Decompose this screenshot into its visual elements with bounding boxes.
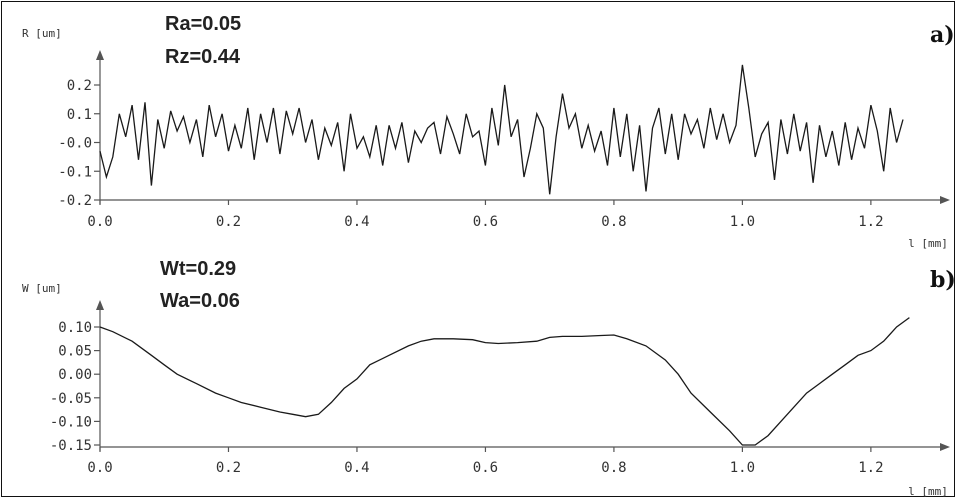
y-axis-arrow [96, 300, 104, 310]
x-tick-label: 0.0 [87, 460, 112, 476]
y-axis-label: W [um] [22, 282, 62, 295]
x-tick-label: 1.2 [858, 460, 883, 476]
x-tick-label: 0.0 [87, 214, 112, 230]
x-tick-label: 0.8 [601, 214, 626, 230]
x-axis-label: l [mm] [908, 485, 948, 498]
y-tick-label: 0.05 [58, 344, 92, 360]
y-tick-label: -0.2 [58, 193, 92, 209]
stat-annotation: Wa=0.06 [160, 290, 240, 312]
y-tick-label: 0.00 [58, 367, 92, 383]
y-tick-label: -0.1 [58, 164, 92, 180]
stat-annotation: Ra=0.05 [165, 13, 241, 35]
panel-label: a) [930, 22, 955, 48]
y-axis-label: R [um] [22, 27, 62, 40]
x-tick-label: 1.2 [858, 214, 883, 230]
series-line [99, 317, 910, 446]
stat-annotation: Wt=0.29 [160, 258, 236, 280]
x-tick-label: 0.2 [216, 460, 241, 476]
x-axis-arrow [940, 196, 950, 204]
x-tick-label: 0.2 [216, 214, 241, 230]
x-tick-label: 0.8 [601, 460, 626, 476]
y-tick-label: -0.05 [50, 391, 92, 407]
x-tick-label: 0.4 [344, 460, 369, 476]
y-tick-label: -0.10 [50, 414, 92, 430]
x-axis-arrow [940, 443, 950, 451]
y-tick-label: -0.0 [58, 136, 92, 152]
x-tick-label: 0.6 [473, 214, 498, 230]
x-tick-label: 0.4 [344, 214, 369, 230]
x-tick-label: 1.0 [730, 214, 755, 230]
series-line [99, 64, 904, 195]
stat-annotation: Rz=0.44 [165, 46, 241, 68]
x-tick-label: 0.6 [473, 460, 498, 476]
x-tick-label: 1.0 [730, 460, 755, 476]
y-tick-label: 0.2 [67, 78, 92, 94]
y-axis-arrow [96, 50, 104, 60]
x-axis-label: l [mm] [908, 237, 948, 250]
y-tick-label: 0.1 [67, 107, 92, 123]
panel-label: b) [930, 267, 956, 293]
y-tick-label: -0.15 [50, 438, 92, 454]
y-tick-label: 0.10 [58, 320, 92, 336]
